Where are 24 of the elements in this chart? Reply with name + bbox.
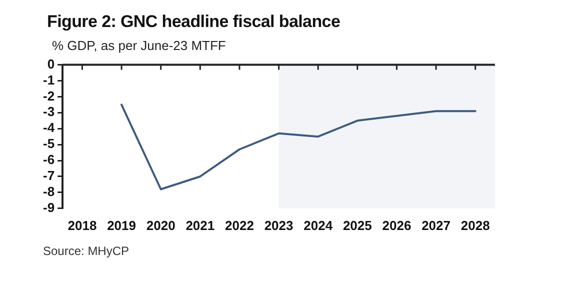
y-tick-label: -4 [42, 120, 56, 136]
y-tick-label: -7 [42, 168, 55, 184]
x-tick-label: 2025 [342, 218, 372, 233]
source-note: Source: MHyCP [43, 244, 130, 258]
x-tick-label: 2020 [146, 218, 176, 233]
y-tick-label: -9 [42, 200, 55, 215]
x-tick-label: 2027 [422, 218, 450, 233]
x-tick-label: 2024 [304, 218, 334, 233]
x-tick-label: 2022 [225, 218, 254, 233]
x-tick-label: 2028 [460, 218, 490, 233]
y-tick-label: -3 [42, 104, 55, 120]
y-tick-label: -1 [42, 72, 55, 88]
x-tick-label: 2026 [382, 218, 412, 233]
x-tick-label: 2021 [186, 218, 215, 233]
y-tick-label: -2 [42, 88, 55, 104]
y-tick-label: -8 [42, 184, 55, 200]
chart-title: Figure 2: GNC headline fiscal balance [47, 12, 340, 32]
y-tick-label: -6 [42, 152, 55, 168]
y-tick-label: -5 [42, 136, 55, 152]
chart-subtitle: % GDP, as per June-23 MTFF [52, 38, 226, 53]
x-tick-label: 2018 [68, 218, 97, 233]
x-tick-label: 2019 [107, 218, 136, 233]
x-tick-label: 2023 [264, 218, 294, 233]
y-tick-label: 0 [47, 56, 55, 72]
